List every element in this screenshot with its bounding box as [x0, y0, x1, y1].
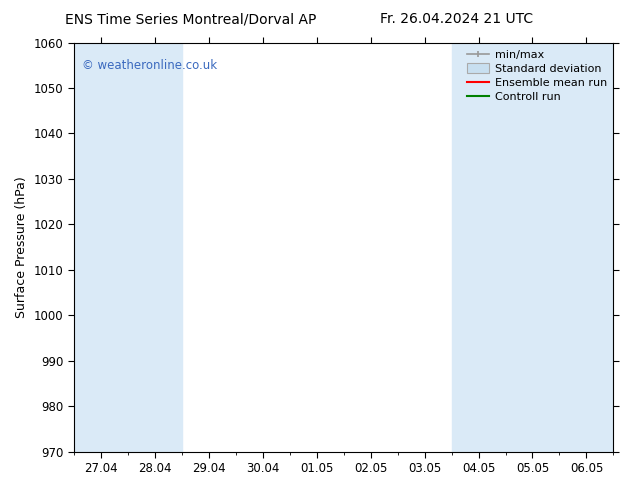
- Legend: min/max, Standard deviation, Ensemble mean run, Controll run: min/max, Standard deviation, Ensemble me…: [462, 45, 611, 107]
- Text: ENS Time Series Montreal/Dorval AP: ENS Time Series Montreal/Dorval AP: [65, 12, 316, 26]
- Bar: [451, 43, 614, 452]
- Text: © weatheronline.co.uk: © weatheronline.co.uk: [82, 59, 217, 72]
- Text: Fr. 26.04.2024 21 UTC: Fr. 26.04.2024 21 UTC: [380, 12, 533, 26]
- Y-axis label: Surface Pressure (hPa): Surface Pressure (hPa): [15, 176, 28, 318]
- Bar: [74, 43, 182, 452]
